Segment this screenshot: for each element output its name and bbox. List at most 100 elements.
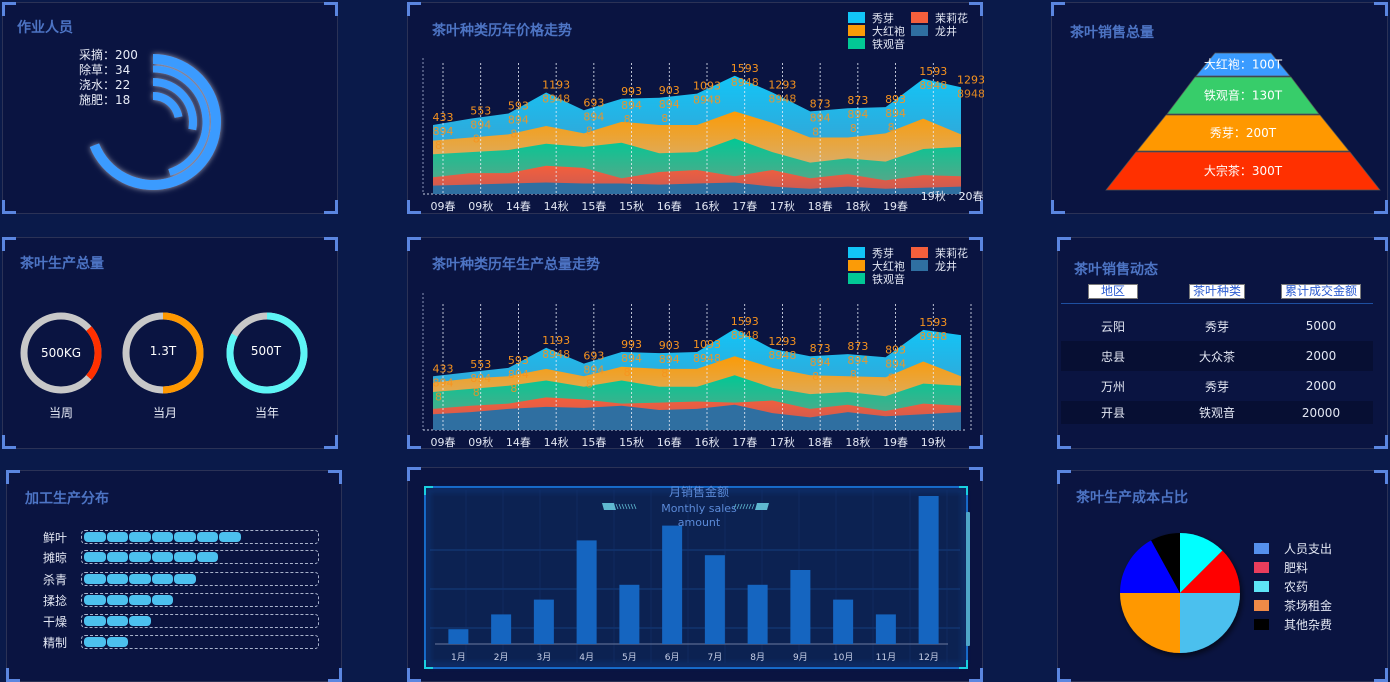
column-header-region[interactable]: 地区 [1087, 284, 1138, 299]
legend-item[interactable]: 茶场租金 [1254, 596, 1332, 615]
data-label: 873 [847, 340, 868, 353]
data-label: 8 [812, 370, 819, 383]
process-bar-segment [151, 552, 173, 562]
corner-decoration [969, 467, 983, 481]
legend-item[interactable]: 肥料 [1254, 558, 1332, 577]
data-label: 8 [586, 124, 593, 137]
cell-tea-type: 秀芽 [1204, 379, 1229, 394]
panel-title: 茶叶种类历年生产总量走势 [432, 257, 600, 273]
column-header-tea-type[interactable]: 茶叶种类 [1188, 284, 1245, 299]
funnel-level [1105, 151, 1381, 191]
corner-decoration [324, 435, 338, 449]
process-row: 干燥 [43, 614, 319, 629]
legend-item: 浇水：22 [79, 78, 131, 92]
legend-item: 采摘：200 [79, 48, 138, 62]
legend-label: 茶场租金 [1284, 599, 1333, 613]
corner-decoration [1374, 668, 1388, 682]
corner-decoration [969, 200, 983, 214]
process-bar-track [81, 593, 319, 607]
data-label: 894 [659, 353, 680, 366]
bar-7月 [704, 555, 725, 644]
scroll-indicator [966, 512, 970, 646]
data-label: 8 [435, 139, 442, 152]
bar-8月 [747, 584, 768, 644]
funnel-level [1195, 52, 1291, 77]
legend-item: 除草：34 [79, 63, 131, 77]
corner-decoration [6, 470, 20, 484]
chart-subtitle: Monthly sales [661, 502, 737, 515]
legend-label: 大红袍 [872, 24, 905, 38]
legend-swatch [1254, 600, 1269, 611]
legend-label: 铁观音 [872, 272, 905, 286]
corner-decoration [1051, 200, 1065, 214]
legend-item[interactable]: 人员支出 [1254, 539, 1332, 558]
data-label: 893 [885, 93, 906, 106]
ring-value: 500KG [40, 346, 82, 360]
process-bar-segment [196, 552, 218, 562]
process-bar-track [81, 614, 319, 628]
radial-bars [89, 54, 221, 190]
data-label: 8948 [542, 348, 570, 361]
processing-panel: 加工生产分布 鲜叶 摊晾 杀青 揉捻 干燥 精制 [6, 470, 342, 682]
data-label: 1593 [731, 62, 759, 75]
corner-decoration [328, 470, 342, 484]
corner-decoration [1057, 237, 1071, 251]
data-label: 8 [435, 390, 442, 403]
data-label: 1093 [693, 80, 721, 93]
title-decoration [748, 503, 752, 510]
legend-swatch [848, 25, 865, 36]
process-row: 鲜叶 [43, 530, 319, 545]
corner-decoration [407, 668, 421, 682]
data-label: 894 [470, 372, 491, 385]
legend-item[interactable]: 其他杂费 [1254, 615, 1332, 634]
corner-decoration [1057, 668, 1071, 682]
radial-bar-施肥 [152, 92, 183, 119]
corner-decoration [1057, 470, 1071, 484]
data-label: 8948 [693, 94, 721, 107]
data-label: 1593 [919, 316, 947, 329]
data-label: 8 [812, 125, 819, 138]
data-label: 8948 [693, 352, 721, 365]
x-tick-label: 3月 [537, 652, 552, 663]
price-area-chart: 09春 09秋 14春 14秋 15春 15秋 16春 16秋 17春 17秋 18春 18秋 19春 1… [422, 11, 984, 213]
frame-corner [424, 486, 433, 495]
radial-bar-除草 [152, 65, 210, 176]
cell-tea-type: 大众茶 [1198, 349, 1235, 364]
data-label: 894 [583, 364, 604, 377]
process-bar-segment [84, 552, 106, 562]
table-row: 云阳 秀芽 5000 [1061, 311, 1373, 341]
data-label: 8948 [919, 330, 947, 343]
corner-decoration [1374, 470, 1388, 484]
data-label: 1593 [731, 315, 759, 328]
data-label: 8948 [768, 349, 796, 362]
title-decoration [736, 503, 740, 510]
process-bar-segment [196, 532, 218, 542]
column-header-amount[interactable]: 累计成交金额 [1280, 284, 1361, 299]
area-series-龙井 [433, 404, 961, 430]
process-bar-segment [219, 532, 241, 542]
corner-decoration [407, 237, 421, 251]
data-label: 894 [433, 376, 454, 389]
monthly-bar-chart: 1月 2月 3月 4月 5月 6月 7月 8月 9月 10月 11月 12月 月销售金额 Monthly … [424, 484, 970, 669]
workers-legend: 采摘：200 除草：34 浇水：22 施肥：18 [79, 48, 138, 108]
data-label: 8 [473, 386, 480, 399]
x-tick-label: 15春 [581, 436, 606, 449]
area-series-龙井 [433, 182, 961, 194]
data-label: 433 [433, 362, 454, 375]
corner-decoration [1374, 435, 1388, 449]
data-label: 1593 [919, 65, 947, 78]
cell-tea-type: 秀芽 [1204, 319, 1229, 334]
corner-decoration [969, 435, 983, 449]
bar-6月 [662, 525, 683, 644]
title-decoration [742, 503, 746, 510]
corner-decoration [6, 668, 20, 682]
title-decoration [733, 503, 737, 510]
data-label: 693 [583, 350, 604, 363]
data-label: 693 [583, 96, 604, 109]
legend-label: 秀芽 [872, 246, 894, 260]
legend-item[interactable]: 农药 [1254, 577, 1332, 596]
table-row: 万州 秀芽 2000 [1061, 371, 1373, 401]
corner-decoration [1374, 2, 1388, 16]
data-label: 8 [473, 133, 480, 146]
sales-table: 地区 茶叶种类 累计成交金额 云阳 秀芽 5000 忠县 大众茶 2000 万州… [1061, 284, 1373, 424]
